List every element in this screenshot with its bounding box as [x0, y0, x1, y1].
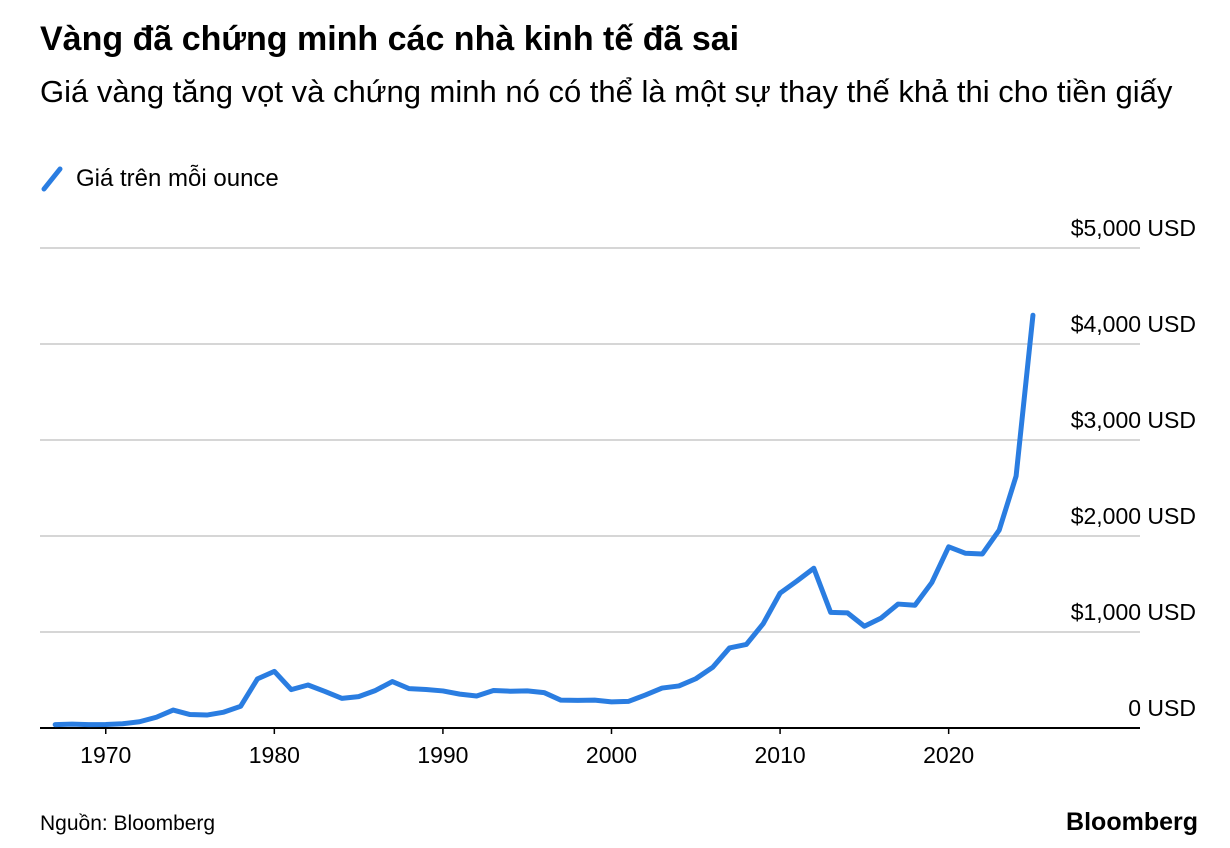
legend: Giá trên mỗi ounce [40, 165, 279, 193]
x-tick-label: 2010 [754, 742, 805, 768]
x-tick-label: 2020 [923, 742, 974, 768]
data-line [52, 312, 1036, 728]
legend-swatch [41, 166, 63, 192]
legend-label: Giá trên mỗi ounce [76, 165, 279, 192]
y-tick-label: $5,000 USD [1071, 215, 1196, 241]
y-tick-label: 0 USD [1128, 695, 1196, 721]
source: Nguồn: Bloomberg [40, 812, 216, 835]
chart-title: Vàng đã chứng minh các nhà kinh tế đã sa… [40, 20, 740, 58]
x-tick-label: 1980 [249, 742, 300, 768]
x-tick-label: 2000 [586, 742, 637, 768]
y-tick-label: $4,000 USD [1071, 311, 1196, 337]
y-tick-label: $3,000 USD [1071, 407, 1196, 433]
y-tick-label: $1,000 USD [1071, 599, 1196, 625]
y-tick-label: $2,000 USD [1071, 503, 1196, 529]
chart-subtitle: Giá vàng tăng vọt và chứng minh nó có th… [40, 74, 1173, 109]
logo: Bloomberg [1066, 808, 1198, 836]
x-tick-label: 1990 [417, 742, 468, 768]
x-tick-label: 1970 [80, 742, 131, 768]
